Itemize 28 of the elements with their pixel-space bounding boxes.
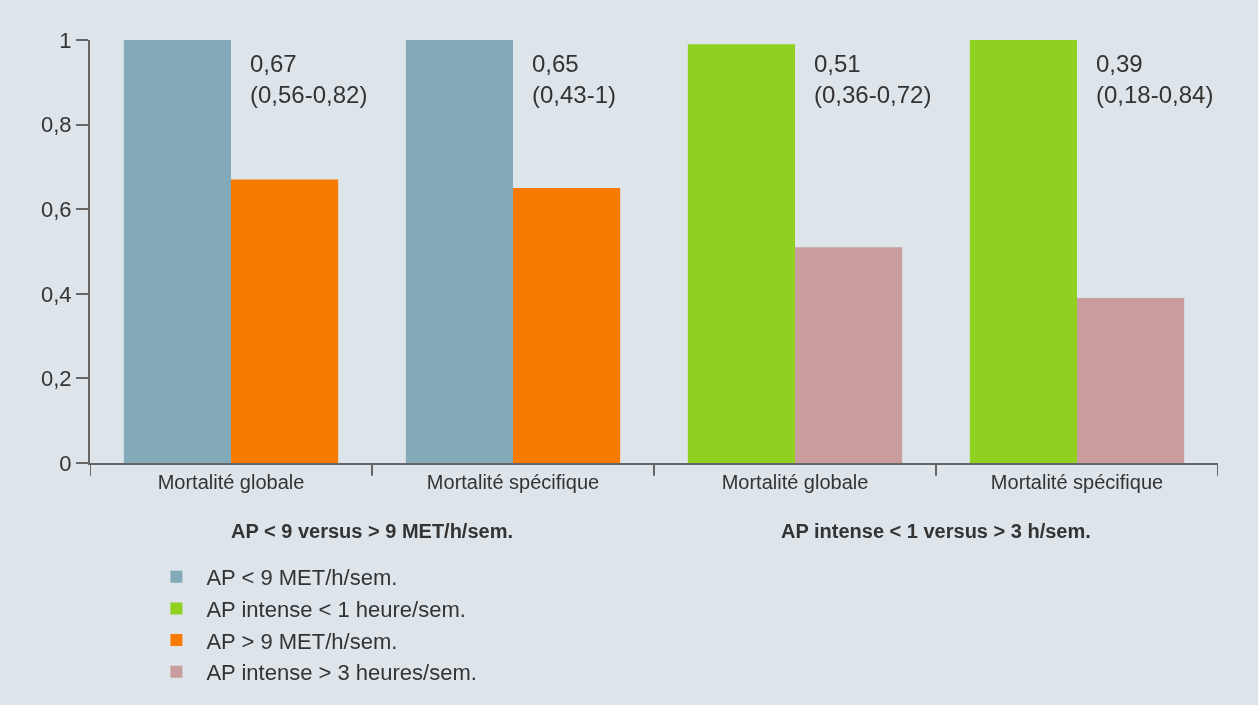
bar	[231, 179, 339, 463]
legend-label: AP > 9 MET/h/sem.	[206, 628, 398, 654]
bar	[1077, 298, 1185, 463]
bar	[687, 44, 795, 463]
bar	[969, 40, 1077, 463]
annotation: 0,67 (0,56-0,82)	[250, 50, 368, 109]
y-tick-label: 1	[59, 27, 72, 53]
y-tick-label: 0,4	[41, 281, 72, 307]
text: AP intense < 1 versus > 3 h/sem.	[781, 520, 1091, 542]
y-tick-label: 0	[59, 450, 72, 476]
annotation: 0,51 (0,36-0,72)	[814, 50, 932, 109]
annotation: 0,39 (0,18-0,84)	[1096, 50, 1214, 109]
legend-label: AP intense < 1 heure/sem.	[206, 597, 466, 623]
x-tick-label: Mortalité spécifique	[426, 471, 600, 493]
y-tick-label: 0,6	[41, 196, 72, 222]
y-tick-label: 0,8	[41, 112, 72, 138]
annotation: 0,65 (0,43-1)	[532, 50, 617, 109]
text: AP < 9 versus > 9 MET/h/sem.	[231, 520, 514, 542]
x-tick-label: Mortalité globale	[157, 471, 305, 493]
x-tick-label: Mortalité spécifique	[990, 471, 1164, 493]
legend-label: AP intense > 3 heures/sem.	[206, 660, 477, 686]
bar	[405, 40, 513, 463]
legend-label: AP < 9 MET/h/sem.	[206, 565, 398, 591]
x-tick-label: Mortalité globale	[721, 471, 869, 493]
y-tick-label: 0,2	[41, 366, 72, 392]
bar	[513, 188, 621, 463]
bar	[123, 40, 231, 463]
bar	[795, 247, 903, 463]
